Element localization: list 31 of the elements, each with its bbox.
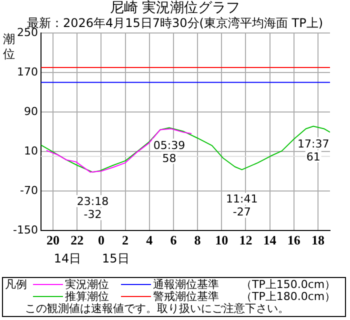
legend-label: 通報潮位基準 （TP上150.0cm） — [152, 278, 336, 291]
x-tick-label: 16 — [287, 232, 301, 248]
chart-title: 尼崎 実況潮位グラフ — [108, 0, 242, 16]
x-tick-label: 4 — [146, 232, 154, 248]
y-tick-label: -70 — [20, 184, 38, 197]
legend-label: 警戒潮位基準 （TP上180.0cm） — [152, 290, 336, 303]
legend-label: 推算潮位 — [64, 290, 109, 303]
text: この観測値は速報値です。取り扱いにご注意下さい。 — [25, 302, 289, 315]
y-tick-label: 170 — [17, 65, 38, 78]
annotation: 17:37 61 — [297, 137, 330, 164]
x-tick-label: 10 — [215, 232, 228, 248]
x-tick-label: 20 — [46, 232, 60, 248]
x-tick-label: 6 — [170, 232, 178, 248]
x-tick-label: 22 — [70, 232, 84, 248]
text: 15日 — [102, 251, 130, 266]
x-tick-label: 8 — [194, 232, 202, 248]
y-axis-title: 潮位 — [3, 32, 16, 62]
y-tick-label: -150 — [13, 223, 38, 236]
x-tick-label: 2 — [122, 232, 129, 248]
annotation: 11:41 -27 — [226, 192, 258, 219]
x-tick-label: 12 — [239, 232, 252, 248]
annotation: 23:18 -32 — [76, 195, 109, 222]
annotation: 05:39 58 — [153, 138, 186, 165]
y-tick-label: 10 — [24, 144, 38, 158]
x-tick-label: 0 — [98, 232, 104, 248]
x-tick-label: 18 — [311, 232, 325, 248]
text: 14日 — [54, 251, 82, 266]
x-tick-label: 14 — [263, 232, 277, 248]
y-tick-label: 90 — [24, 104, 38, 118]
legend-label: 実況潮位 — [64, 278, 109, 291]
legend-title: 凡例 — [5, 278, 27, 291]
